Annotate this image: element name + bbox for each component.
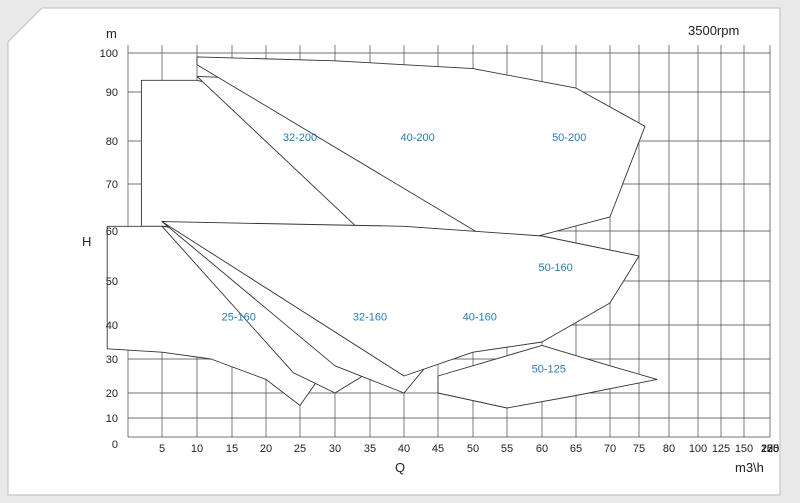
curve-label-32-160: 32-160 bbox=[353, 312, 387, 324]
y-tick-label: 80 bbox=[106, 136, 118, 148]
curve-label-50-125: 50-125 bbox=[532, 364, 566, 376]
curve-label-25-160: 25-160 bbox=[222, 312, 256, 324]
x-tick-label: 15 bbox=[226, 443, 238, 455]
x-tick-label: 30 bbox=[329, 443, 341, 455]
x-tick-label: 20 bbox=[260, 443, 272, 455]
y-tick-label: 100 bbox=[100, 48, 118, 60]
x-axis-label: Q bbox=[395, 460, 405, 475]
x-tick-label: 55 bbox=[501, 443, 513, 455]
y-tick-label: 50 bbox=[106, 276, 118, 288]
y-tick-label: 30 bbox=[106, 354, 118, 366]
x-tick-label: 250 bbox=[761, 443, 779, 455]
x-tick-label: 25 bbox=[294, 443, 306, 455]
y-tick-label: 70 bbox=[106, 179, 118, 191]
x-tick-label: 150 bbox=[735, 443, 753, 455]
x-axis-unit: m3\h bbox=[735, 460, 764, 475]
x-tick-label: 35 bbox=[364, 443, 376, 455]
x-tick-label: 65 bbox=[570, 443, 582, 455]
y-tick-label: 0 bbox=[112, 439, 118, 451]
curve-labels: 32-200 40-200 50-200 25-160 32-160 40-160 50-1… bbox=[222, 132, 587, 376]
curve-label-50-200: 50-200 bbox=[552, 132, 586, 144]
x-tick-label: 70 bbox=[604, 443, 616, 455]
x-tick-label: 45 bbox=[432, 443, 444, 455]
x-tick-label: 225 bbox=[761, 443, 779, 455]
curve-region-50-125 bbox=[437, 344, 658, 409]
x-tick-label: 75 bbox=[633, 443, 645, 455]
curve-label-32-200: 32-200 bbox=[283, 132, 317, 144]
y-tick-label: 40 bbox=[106, 320, 118, 332]
x-tick-label: 60 bbox=[536, 443, 548, 455]
x-tick-label: 175 bbox=[761, 443, 779, 455]
x-tick-label: 125 bbox=[712, 443, 730, 455]
y-axis-unit: m bbox=[106, 26, 117, 41]
x-tick-label: 100 bbox=[689, 443, 707, 455]
x-tick-label: 10 bbox=[191, 443, 203, 455]
y-tick-label: 10 bbox=[106, 413, 118, 425]
curve-label-40-200: 40-200 bbox=[400, 132, 434, 144]
curve-label-40-160: 40-160 bbox=[463, 312, 497, 324]
y-axis-label: H bbox=[82, 234, 91, 249]
curve-regions bbox=[106, 56, 658, 409]
chart-title: 3500rpm bbox=[688, 23, 739, 38]
x-tick-label: 40 bbox=[398, 443, 410, 455]
x-tick-label: 80 bbox=[663, 443, 675, 455]
curve-region-50-160 bbox=[161, 221, 640, 377]
curve-label-50-160: 50-160 bbox=[538, 262, 572, 274]
x-tick-label: 5 bbox=[159, 443, 165, 455]
y-tick-label: 60 bbox=[106, 226, 118, 238]
x-tick-label: 200 bbox=[761, 443, 779, 455]
y-tick-label: 90 bbox=[106, 87, 118, 99]
y-tick-label: 20 bbox=[106, 388, 118, 400]
tick-labels: 0 10 20 30 40 50 60 70 80 90 100 5 10 15 20 25 30 35 40 45 5… bbox=[100, 48, 780, 455]
x-tick-label: 50 bbox=[467, 443, 479, 455]
